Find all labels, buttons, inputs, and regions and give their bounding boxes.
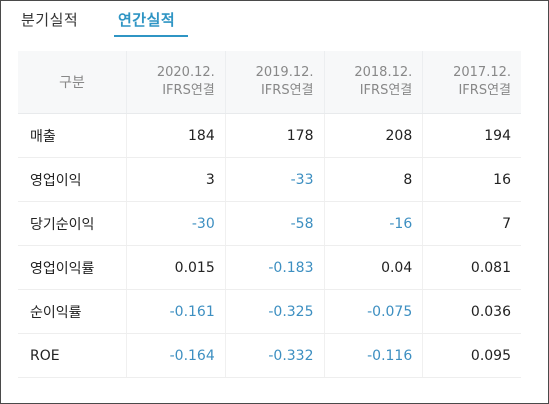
table-cell: 0.015 [126, 246, 225, 289]
column-header: 2017.12. IFRS연결 [422, 51, 521, 113]
table-cell: -16 [323, 202, 423, 245]
row-label: 순이익률 [30, 304, 82, 321]
table-cell: 3 [126, 158, 225, 201]
table-cell: 0.04 [323, 246, 423, 289]
column-basis: IFRS연결 [162, 83, 215, 98]
column-header: 2020.12. IFRS연결 [126, 51, 225, 113]
column-header: 2018.12. IFRS연결 [323, 51, 423, 113]
table-row: ROE -0.164 -0.332 -0.116 0.095 [18, 334, 521, 378]
row-label: ROE [30, 347, 60, 364]
table-cell: -0.325 [224, 290, 324, 333]
table-cell: 16 [422, 158, 521, 201]
active-tab-indicator [114, 35, 188, 37]
column-basis: IFRS연결 [458, 83, 511, 98]
row-label: 영업이익 [30, 172, 82, 189]
table-row: 당기순이익 -30 -58 -16 7 [18, 202, 521, 246]
table-cell: -0.161 [126, 290, 225, 333]
annual-performance-table: 구분 2020.12. IFRS연결 2019.12. IFRS연결 2018.… [18, 51, 521, 378]
table-row: 순이익률 -0.161 -0.325 -0.075 0.036 [18, 290, 521, 334]
header-corner: 구분 [59, 75, 85, 91]
table-cell: -30 [126, 202, 225, 245]
table-cell: 208 [323, 114, 423, 157]
tab-annual[interactable]: 연간실적 [118, 11, 176, 29]
table-cell: 0.081 [422, 246, 521, 289]
table-cell: 0.036 [422, 290, 521, 333]
row-label: 매출 [30, 128, 56, 145]
column-basis: IFRS연결 [359, 83, 413, 98]
table-cell: 0.095 [422, 334, 521, 377]
table-cell: -0.183 [224, 246, 324, 289]
table-row: 매출 184 178 208 194 [18, 114, 521, 158]
table-cell: 7 [422, 202, 521, 245]
column-basis: IFRS연결 [260, 83, 314, 98]
table-cell: 194 [422, 114, 521, 157]
table-cell: -0.332 [224, 334, 324, 377]
tab-quarterly[interactable]: 분기실적 [21, 11, 79, 29]
row-label: 당기순이익 [30, 216, 95, 233]
column-period: 2017.12. [453, 65, 511, 80]
column-header: 2019.12. IFRS연결 [224, 51, 324, 113]
table-header-row: 구분 2020.12. IFRS연결 2019.12. IFRS연결 2018.… [18, 51, 521, 114]
table-cell: 8 [323, 158, 423, 201]
table-cell: -0.075 [323, 290, 423, 333]
table-cell: -0.164 [126, 334, 225, 377]
column-period: 2019.12. [255, 65, 314, 80]
table-row: 영업이익률 0.015 -0.183 0.04 0.081 [18, 246, 521, 290]
table-row: 영업이익 3 -33 8 16 [18, 158, 521, 202]
table-cell: -33 [224, 158, 324, 201]
column-period: 2018.12. [354, 65, 413, 80]
column-period: 2020.12. [156, 65, 215, 80]
table-cell: -58 [224, 202, 324, 245]
table-cell: -0.116 [323, 334, 423, 377]
performance-tabs: 분기실적 연간실적 [1, 1, 548, 41]
table-cell: 184 [126, 114, 225, 157]
row-label: 영업이익률 [30, 260, 95, 277]
table-cell: 178 [224, 114, 324, 157]
